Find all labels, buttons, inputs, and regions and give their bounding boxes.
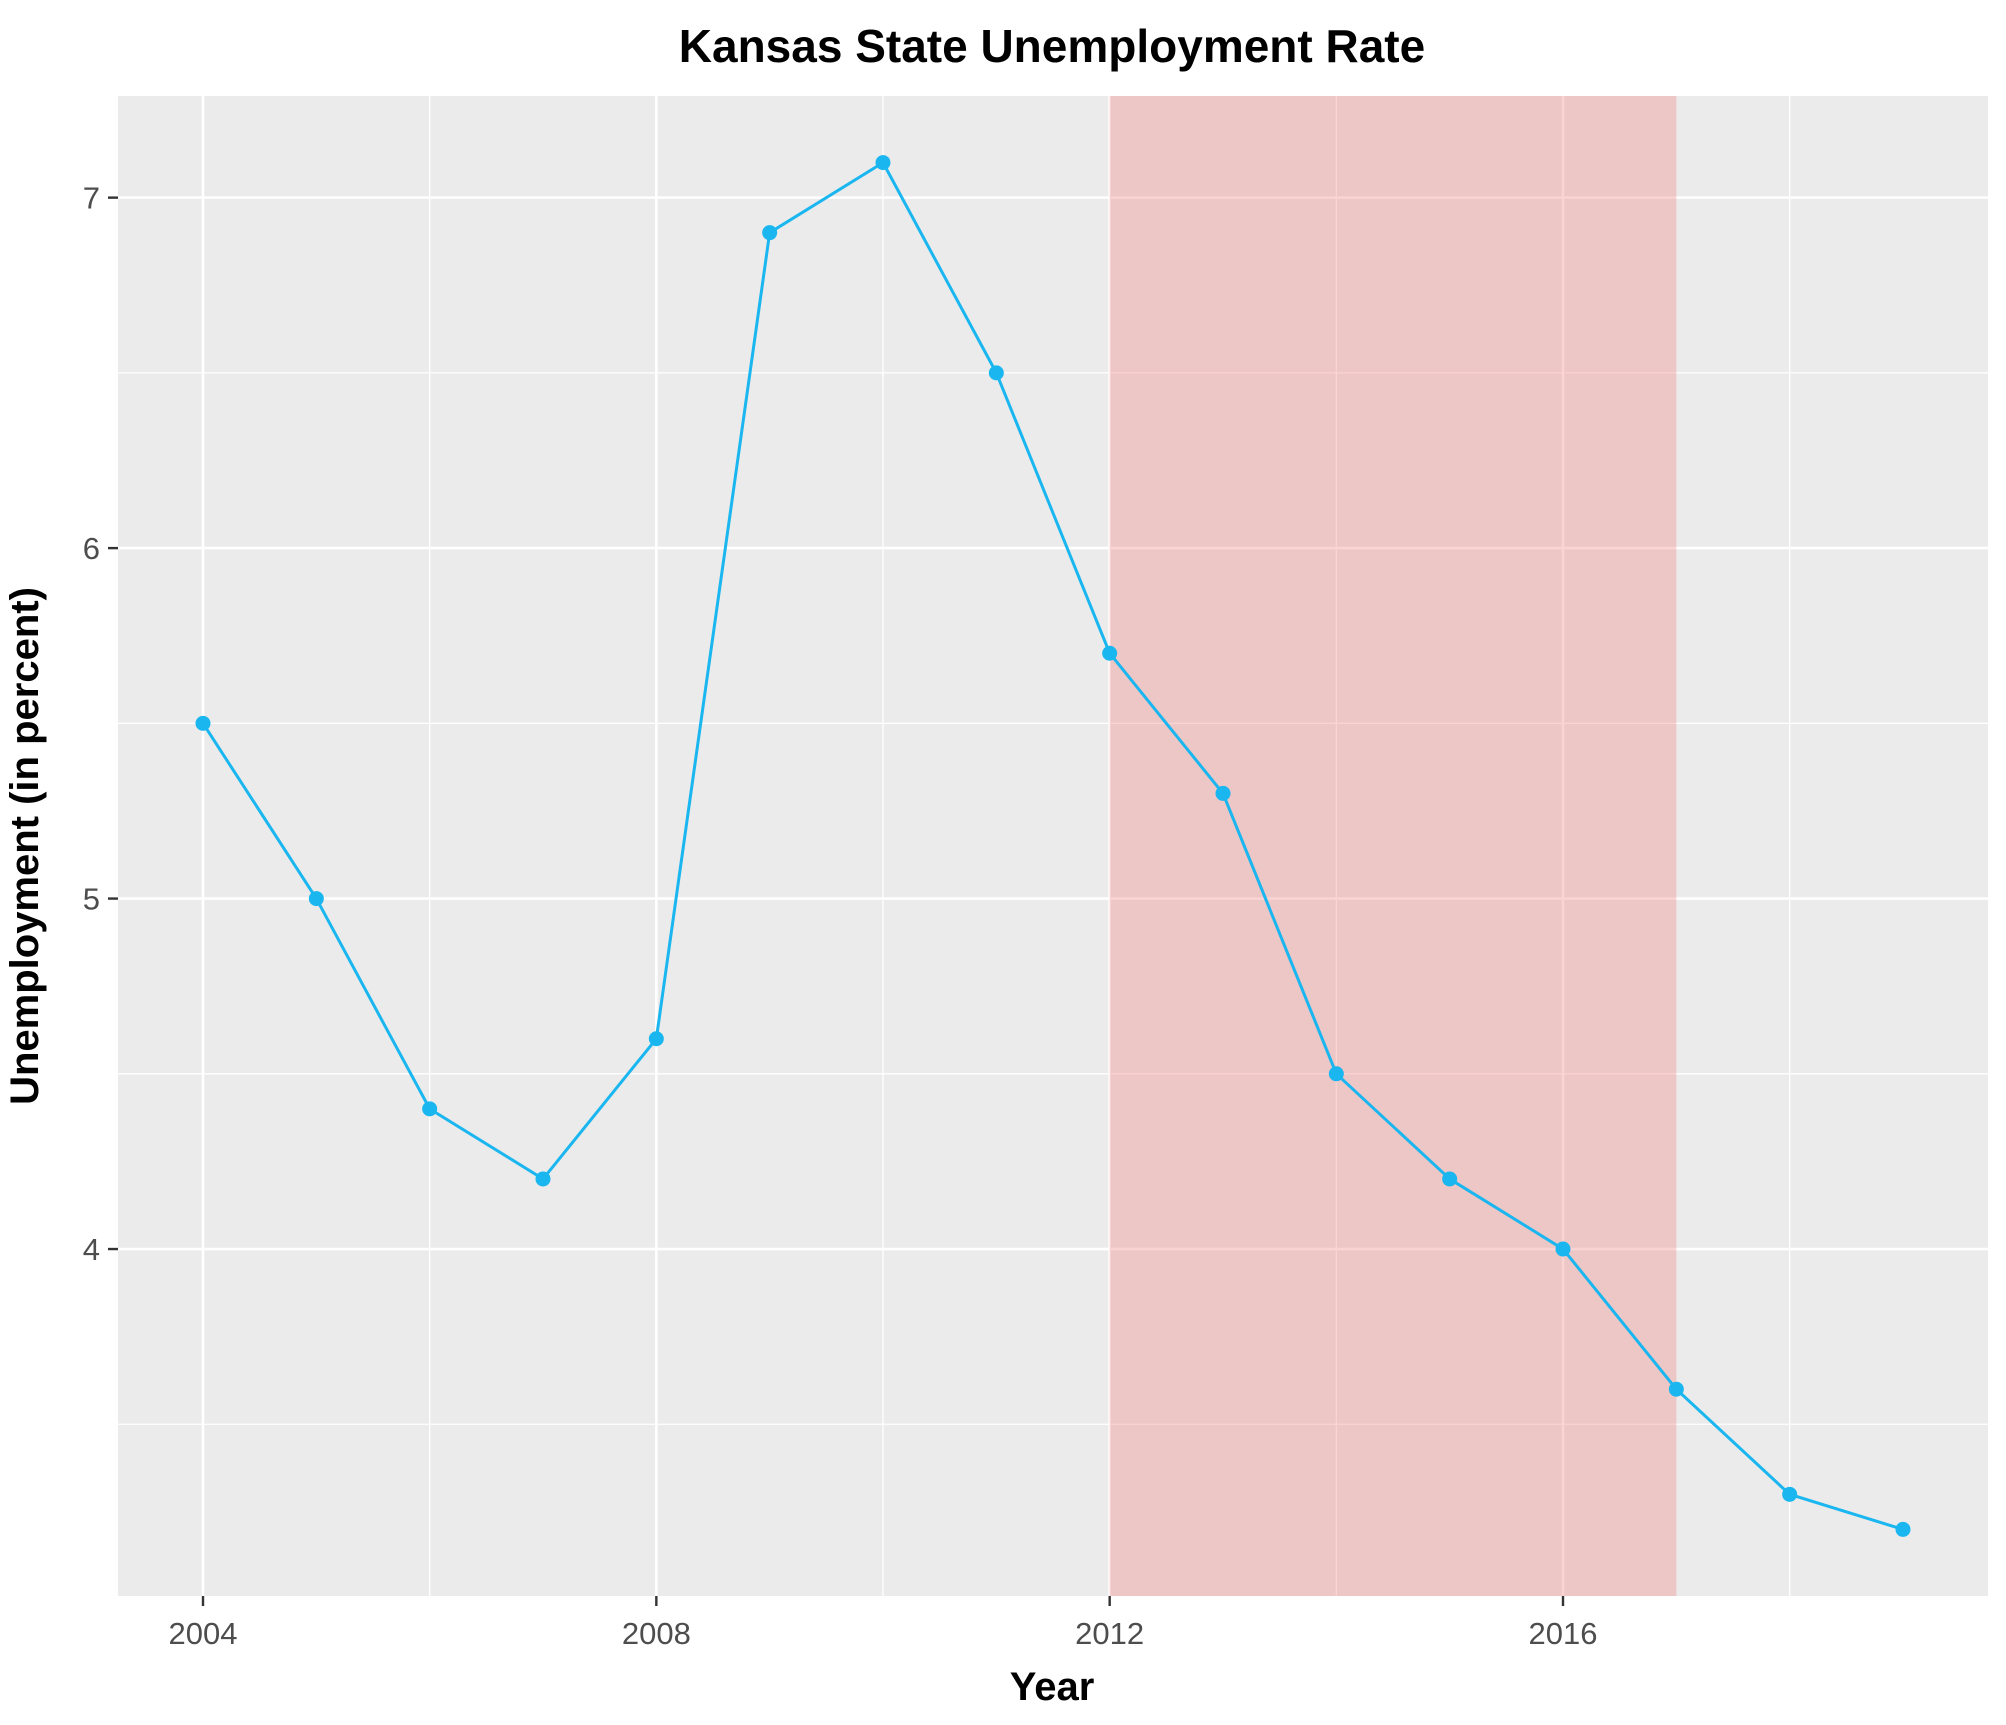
x-tick-label: 2004 xyxy=(169,1616,238,1651)
data-point xyxy=(648,1031,664,1047)
data-point xyxy=(535,1171,551,1187)
highlighted-period xyxy=(1109,96,1677,1596)
gridlines xyxy=(118,96,1988,1596)
series-points-group xyxy=(195,155,1911,1537)
data-point xyxy=(308,891,324,907)
chart-title: Kansas State Unemployment Rate xyxy=(679,20,1425,72)
data-point xyxy=(1782,1486,1798,1502)
data-point xyxy=(1668,1381,1684,1397)
data-point xyxy=(1328,1066,1344,1082)
x-tick-label: 2008 xyxy=(622,1616,691,1651)
data-point xyxy=(1102,645,1118,661)
x-tick-label: 2016 xyxy=(1529,1616,1598,1651)
plot-panel xyxy=(118,96,1988,1596)
y-axis-title: Unemployment (in percent) xyxy=(3,587,47,1105)
data-point xyxy=(762,225,778,241)
series-line-group xyxy=(201,161,1904,1531)
data-point xyxy=(195,715,211,731)
x-tick-label: 2012 xyxy=(1075,1616,1144,1651)
y-tick-label: 7 xyxy=(83,181,100,216)
y-tick-label: 6 xyxy=(83,531,100,566)
data-point xyxy=(1215,785,1231,801)
y-tick-label: 5 xyxy=(83,882,100,917)
x-axis-ticks: 2004 2008 2012 2016 xyxy=(169,1596,1598,1651)
data-point xyxy=(1555,1241,1571,1257)
data-point xyxy=(875,155,891,171)
series-line xyxy=(201,161,1904,1531)
y-axis-ticks: 4 5 6 7 xyxy=(83,181,118,1267)
data-point xyxy=(1895,1521,1911,1537)
data-point xyxy=(1442,1171,1458,1187)
y-tick-label: 4 xyxy=(83,1232,100,1267)
data-point xyxy=(422,1101,438,1117)
x-axis-title: Year xyxy=(1010,1665,1095,1709)
data-point xyxy=(988,365,1004,381)
